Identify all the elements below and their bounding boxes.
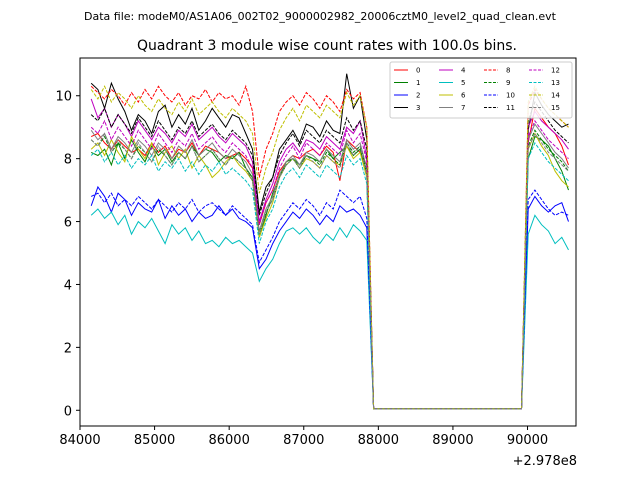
series-line-12 — [90, 119, 569, 410]
legend-label-11: 11 — [506, 104, 515, 112]
x-tick-label: 84000 — [59, 433, 100, 448]
y-tick-label: 2 — [64, 341, 72, 356]
tick-layer: 84000 85000 86000 87000 88000 89000 90000 0 2 4 6 8… — [55, 90, 548, 448]
legend-label-0: 0 — [416, 67, 420, 75]
x-offset-label: +2.978e8 — [513, 454, 577, 469]
x-tick-label: 86000 — [208, 433, 249, 448]
legend-label-14: 14 — [551, 92, 560, 100]
x-tick-label: 85000 — [134, 433, 175, 448]
legend-label-10: 10 — [506, 92, 515, 100]
legend-label-8: 8 — [506, 67, 510, 75]
legend-label-4: 4 — [461, 67, 466, 75]
legend-label-1: 1 — [416, 79, 420, 87]
x-tick-label: 87000 — [283, 433, 324, 448]
legend-label-9: 9 — [506, 79, 510, 87]
plot-frame — [79, 57, 577, 427]
legend-label-3: 3 — [416, 104, 420, 112]
series-layer — [90, 73, 569, 410]
series-line-15 — [90, 132, 569, 410]
y-tick-label: 10 — [55, 90, 72, 105]
series-line-9 — [90, 129, 569, 410]
y-tick-label: 8 — [64, 153, 72, 168]
x-tick-label: 90000 — [507, 433, 548, 448]
y-tick-label: 6 — [64, 216, 72, 231]
legend-label-2: 2 — [416, 92, 420, 100]
suptitle: Data file: modeM0/AS1A06_002T02_90000029… — [84, 10, 557, 23]
legend-label-6: 6 — [461, 92, 466, 100]
legend-box — [389, 61, 573, 119]
series-line-14 — [90, 85, 569, 410]
y-tick-label: 4 — [64, 278, 72, 293]
legend-label-5: 5 — [461, 79, 465, 87]
legend-label-12: 12 — [551, 67, 560, 75]
y-tick-label: 0 — [64, 404, 72, 419]
chart-title: Quadrant 3 module wise count rates with … — [137, 38, 517, 54]
x-tick-label: 89000 — [432, 433, 473, 448]
x-tick-label: 88000 — [358, 433, 399, 448]
legend-label-7: 7 — [461, 104, 465, 112]
legend-label-13: 13 — [551, 79, 560, 87]
legend-label-15: 15 — [551, 104, 560, 112]
